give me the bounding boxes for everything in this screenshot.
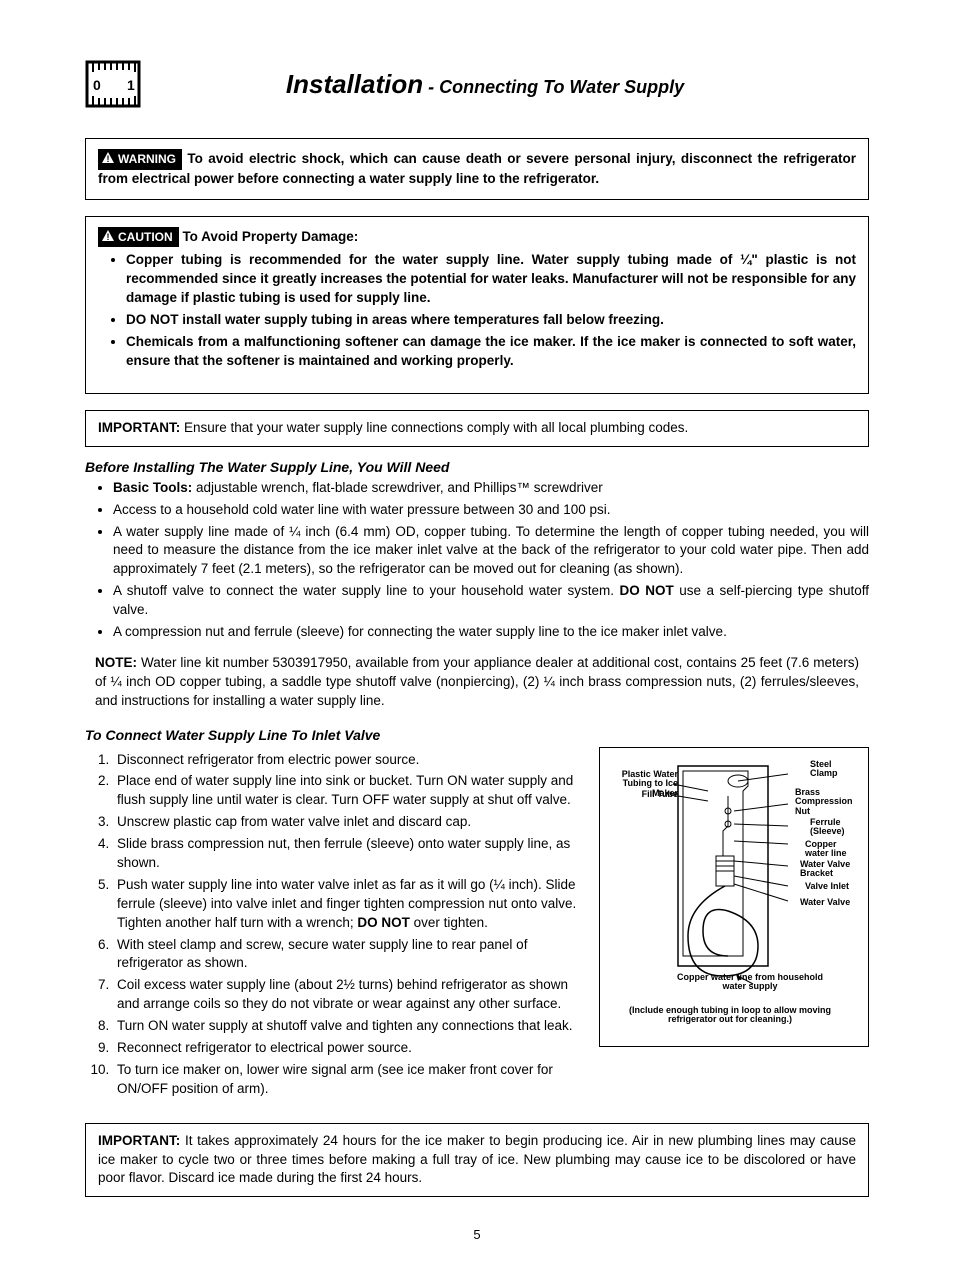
title-sub: - Connecting To Water Supply — [423, 77, 684, 97]
step: Unscrew plastic cap from water valve inl… — [113, 813, 581, 832]
warning-box: ! WARNING To avoid electric shock, which… — [85, 138, 869, 200]
step: To turn ice maker on, lower wire signal … — [113, 1061, 581, 1099]
caution-icon: ! — [102, 229, 114, 246]
item-rest: adjustable wrench, flat-blade screwdrive… — [192, 480, 602, 495]
steps-column: Disconnect refrigerator from electric po… — [85, 747, 581, 1111]
dlabel-note: (Include enough tubing in loop to allow … — [620, 1006, 840, 1026]
step: With steel clamp and screw, secure water… — [113, 936, 581, 974]
svg-text:!: ! — [107, 232, 110, 241]
step: Coil excess water supply line (about 2½ … — [113, 976, 581, 1014]
item-lead: Basic Tools: — [113, 480, 192, 495]
steps-list: Disconnect refrigerator from electric po… — [85, 751, 581, 1099]
caution-item: Copper tubing is recommended for the wat… — [126, 251, 856, 308]
two-column: Disconnect refrigerator from electric po… — [85, 747, 869, 1111]
dlabel-brass: Brass Compression Nut — [795, 788, 860, 818]
step: Place end of water supply line into sink… — [113, 772, 581, 810]
step: Slide brass compression nut, then ferrul… — [113, 835, 581, 873]
svg-text:1: 1 — [127, 77, 135, 93]
caution-bullets: Copper tubing is recommended for the wat… — [98, 251, 856, 370]
caution-box: ! CAUTION To Avoid Property Damage: Copp… — [85, 216, 869, 394]
step: Turn ON water supply at shutoff valve an… — [113, 1017, 581, 1036]
note-block: NOTE: Water line kit number 5303917950, … — [95, 654, 859, 711]
dlabel-copper: Copper water line — [805, 840, 860, 860]
important-box-2: IMPORTANT: It takes approximately 24 hou… — [85, 1123, 869, 1198]
svg-text:!: ! — [107, 154, 110, 163]
step-pre: Push water supply line into water valve … — [117, 877, 576, 930]
warning-icon: ! — [102, 151, 114, 168]
important-box-1: IMPORTANT: Ensure that your water supply… — [85, 410, 869, 447]
dlabel-bracket: Water Valve Bracket — [800, 860, 860, 880]
important-text: Ensure that your water supply line conne… — [180, 420, 688, 435]
dlabel-household: Copper water line from household water s… — [675, 973, 825, 993]
step: Push water supply line into water valve … — [113, 876, 581, 933]
note-label: NOTE: — [95, 655, 137, 670]
title-main: Installation — [286, 69, 423, 99]
step-post: over tighten. — [410, 915, 488, 930]
dlabel-inlet: Valve Inlet — [805, 882, 860, 892]
item-rest: A shutoff valve to connect the water sup… — [113, 583, 620, 598]
connect-heading: To Connect Water Supply Line To Inlet Va… — [85, 727, 869, 743]
before-item: A shutoff valve to connect the water sup… — [113, 582, 869, 620]
ruler-icon: 0 1 — [85, 60, 141, 108]
caution-label-text: CAUTION — [118, 229, 173, 246]
step: Reconnect refrigerator to electrical pow… — [113, 1039, 581, 1058]
page-title: Installation - Connecting To Water Suppl… — [161, 69, 869, 100]
before-heading: Before Installing The Water Supply Line,… — [85, 459, 869, 475]
important-label: IMPORTANT: — [98, 1133, 180, 1148]
caution-item: DO NOT install water supply tubing in ar… — [126, 311, 856, 330]
important-text: It takes approximately 24 hours for the … — [98, 1133, 856, 1186]
before-item: A compression nut and ferrule (sleeve) f… — [113, 623, 869, 642]
dlabel-valve: Water Valve — [800, 898, 860, 908]
dlabel-fill: Fill Tube — [618, 790, 678, 800]
dlabel-ferrule: Ferrule (Sleeve) — [810, 818, 860, 838]
before-item: Basic Tools: adjustable wrench, flat-bla… — [113, 479, 869, 498]
before-list: Basic Tools: adjustable wrench, flat-bla… — [85, 479, 869, 642]
item-bold: DO NOT — [620, 583, 674, 598]
svg-text:0: 0 — [93, 77, 101, 93]
header: 0 1 Installation - Connecting To Water S… — [85, 60, 869, 108]
warning-label: ! WARNING — [98, 149, 182, 170]
caution-lead: To Avoid Property Damage: — [182, 229, 358, 244]
diagram: Plastic Water Tubing to Ice Maker Fill T… — [599, 747, 869, 1047]
warning-text: To avoid electric shock, which can cause… — [98, 151, 856, 186]
important-label: IMPORTANT: — [98, 420, 180, 435]
before-item: Access to a household cold water line wi… — [113, 501, 869, 520]
caution-item: Chemicals from a malfunctioning softener… — [126, 333, 856, 371]
dlabel-clamp: Steel Clamp — [810, 760, 860, 780]
step: Disconnect refrigerator from electric po… — [113, 751, 581, 770]
step-bold: DO NOT — [357, 915, 410, 930]
page: 0 1 Installation - Connecting To Water S… — [0, 0, 954, 1282]
before-item: A water supply line made of ¼ inch (6.4 … — [113, 523, 869, 580]
caution-label: ! CAUTION — [98, 227, 179, 248]
warning-label-text: WARNING — [118, 151, 176, 168]
note-text: Water line kit number 5303917950, availa… — [95, 655, 859, 708]
